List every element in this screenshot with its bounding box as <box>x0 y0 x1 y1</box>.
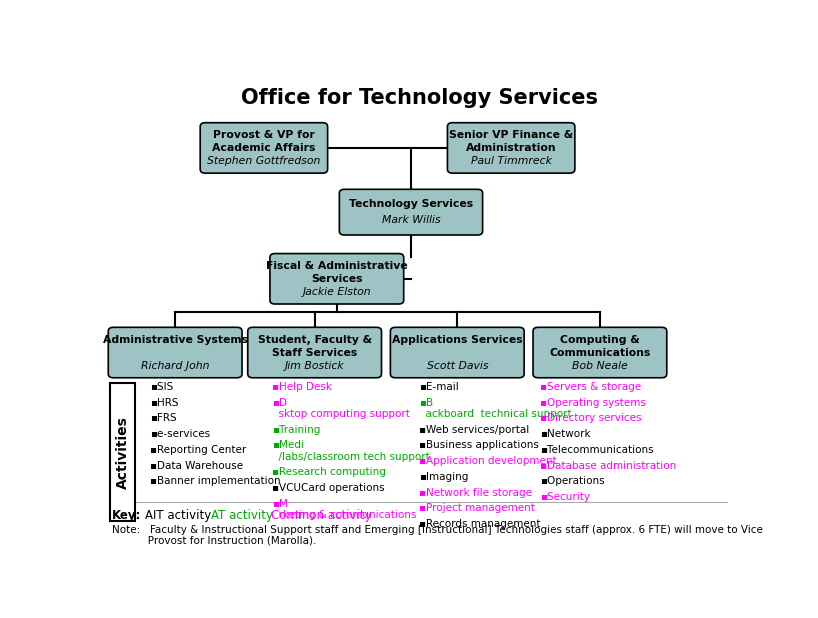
Text: ▪D: ▪D <box>272 398 287 408</box>
Text: ▪Security: ▪Security <box>540 492 590 502</box>
FancyBboxPatch shape <box>339 189 483 235</box>
Text: Provost for Instruction (Marolla).: Provost for Instruction (Marolla). <box>112 536 316 546</box>
Text: ▪Medi: ▪Medi <box>272 441 304 451</box>
FancyBboxPatch shape <box>110 383 135 522</box>
Text: ▪SIS: ▪SIS <box>150 382 173 392</box>
Text: ▪Database administration: ▪Database administration <box>540 460 676 470</box>
Text: Administration: Administration <box>465 143 556 153</box>
Text: Common activity: Common activity <box>272 509 372 522</box>
Text: rketing & communications: rketing & communications <box>272 510 416 520</box>
Text: ▪M: ▪M <box>272 499 288 509</box>
Text: ▪Operating systems: ▪Operating systems <box>540 398 645 408</box>
Text: ▪Records management: ▪Records management <box>420 519 541 529</box>
Text: ▪HRS: ▪HRS <box>150 398 178 408</box>
Text: Services: Services <box>311 274 362 284</box>
Text: ▪VCUCard operations: ▪VCUCard operations <box>272 483 384 493</box>
Text: ▪e-services: ▪e-services <box>150 429 210 439</box>
Text: ▪Data Warehouse: ▪Data Warehouse <box>150 460 243 470</box>
Text: ▪Web services/portal: ▪Web services/portal <box>420 425 529 434</box>
Text: ▪FRS: ▪FRS <box>150 413 177 423</box>
Text: Jackie Elston: Jackie Elston <box>303 287 371 297</box>
FancyBboxPatch shape <box>447 123 575 173</box>
Text: ▪Application development: ▪Application development <box>420 456 557 466</box>
Text: Student, Faculty &: Student, Faculty & <box>258 334 371 345</box>
Text: Scott Davis: Scott Davis <box>426 360 488 371</box>
FancyBboxPatch shape <box>533 328 667 378</box>
Text: AIT activity: AIT activity <box>146 509 212 522</box>
Text: Stephen Gottfredson: Stephen Gottfredson <box>207 156 321 166</box>
Text: ▪Business applications: ▪Business applications <box>420 441 539 451</box>
FancyBboxPatch shape <box>270 253 404 304</box>
Text: Richard John: Richard John <box>141 360 209 371</box>
Text: Computing &: Computing & <box>560 334 640 345</box>
Text: Note:   Faculty & Instructional Support staff and Emerging [Instructional] Techn: Note: Faculty & Instructional Support st… <box>112 525 762 535</box>
Text: ▪Training: ▪Training <box>272 425 321 434</box>
FancyBboxPatch shape <box>248 328 381 378</box>
Text: Jim Bostick: Jim Bostick <box>285 360 344 371</box>
Text: Senior VP Finance &: Senior VP Finance & <box>449 130 573 140</box>
Text: /labs/classroom tech support: /labs/classroom tech support <box>272 452 430 462</box>
Text: ▪E-mail: ▪E-mail <box>420 382 459 392</box>
Text: ▪Servers & storage: ▪Servers & storage <box>540 382 640 392</box>
Text: ▪Research computing: ▪Research computing <box>272 467 386 478</box>
Text: Key:: Key: <box>112 509 142 522</box>
Text: Academic Affairs: Academic Affairs <box>212 143 316 153</box>
Text: ▪Help Desk: ▪Help Desk <box>272 382 332 392</box>
Text: sktop computing support: sktop computing support <box>272 409 410 419</box>
Text: Activities: Activities <box>115 416 129 489</box>
Text: Office for Technology Services: Office for Technology Services <box>240 88 598 108</box>
Text: Provost & VP for: Provost & VP for <box>213 130 315 140</box>
Text: ▪B: ▪B <box>420 398 434 408</box>
Text: Communications: Communications <box>549 347 650 358</box>
Text: Fiscal & Administrative: Fiscal & Administrative <box>266 261 407 271</box>
Text: ▪Telecommunications: ▪Telecommunications <box>540 445 654 455</box>
Text: AT activity: AT activity <box>211 509 273 522</box>
Text: ▪Network file storage: ▪Network file storage <box>420 488 533 497</box>
Text: ackboard  technical support: ackboard technical support <box>420 409 572 419</box>
Text: Administrative Systems: Administrative Systems <box>102 334 248 345</box>
FancyBboxPatch shape <box>390 328 524 378</box>
Text: Paul Timmreck: Paul Timmreck <box>470 156 551 166</box>
Text: Staff Services: Staff Services <box>272 347 357 358</box>
Text: Technology Services: Technology Services <box>349 199 473 209</box>
Text: Bob Neale: Bob Neale <box>572 360 627 371</box>
Text: Mark Willis: Mark Willis <box>382 216 440 226</box>
Text: ▪Imaging: ▪Imaging <box>420 472 469 482</box>
FancyBboxPatch shape <box>200 123 328 173</box>
Text: ▪Reporting Center: ▪Reporting Center <box>150 445 246 455</box>
Text: ▪Directory services: ▪Directory services <box>540 413 641 423</box>
Text: Applications Services: Applications Services <box>392 334 523 345</box>
Text: ▪Network: ▪Network <box>540 429 591 439</box>
Text: ▪Operations: ▪Operations <box>540 476 605 486</box>
FancyBboxPatch shape <box>108 328 242 378</box>
Text: ▪Project management: ▪Project management <box>420 503 535 514</box>
Text: ▪Banner implementation: ▪Banner implementation <box>150 476 281 486</box>
